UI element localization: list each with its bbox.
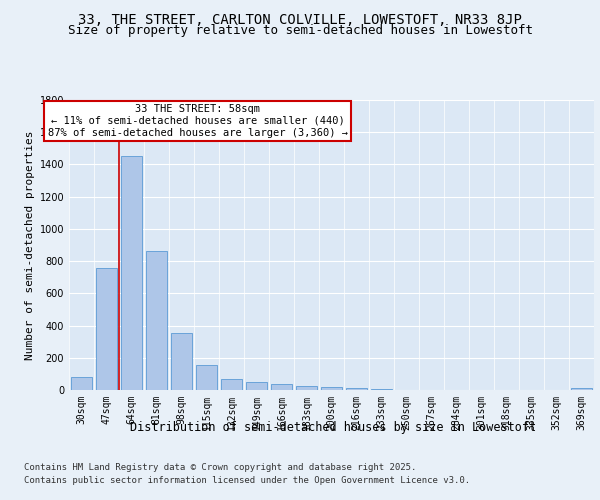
Bar	[246, 382, 267, 390]
Bar	[71, 377, 92, 390]
Text: 33, THE STREET, CARLTON COLVILLE, LOWESTOFT, NR33 8JP: 33, THE STREET, CARLTON COLVILLE, LOWEST…	[78, 12, 522, 26]
Text: Distribution of semi-detached houses by size in Lowestoft: Distribution of semi-detached houses by …	[130, 421, 536, 434]
Bar	[321, 387, 342, 390]
Bar	[221, 378, 242, 390]
Bar	[346, 388, 367, 390]
Bar	[196, 365, 217, 390]
Bar	[121, 156, 142, 390]
Bar	[96, 268, 117, 390]
Text: Contains HM Land Registry data © Crown copyright and database right 2025.: Contains HM Land Registry data © Crown c…	[24, 462, 416, 471]
Bar	[171, 333, 192, 390]
Y-axis label: Number of semi-detached properties: Number of semi-detached properties	[25, 130, 35, 360]
Bar	[371, 389, 392, 390]
Bar	[571, 388, 592, 390]
Bar	[296, 386, 317, 390]
Bar	[271, 384, 292, 390]
Bar	[146, 252, 167, 390]
Text: Contains public sector information licensed under the Open Government Licence v3: Contains public sector information licen…	[24, 476, 470, 485]
Text: 33 THE STREET: 58sqm
← 11% of semi-detached houses are smaller (440)
87% of semi: 33 THE STREET: 58sqm ← 11% of semi-detac…	[47, 104, 347, 138]
Text: Size of property relative to semi-detached houses in Lowestoft: Size of property relative to semi-detach…	[67, 24, 533, 37]
